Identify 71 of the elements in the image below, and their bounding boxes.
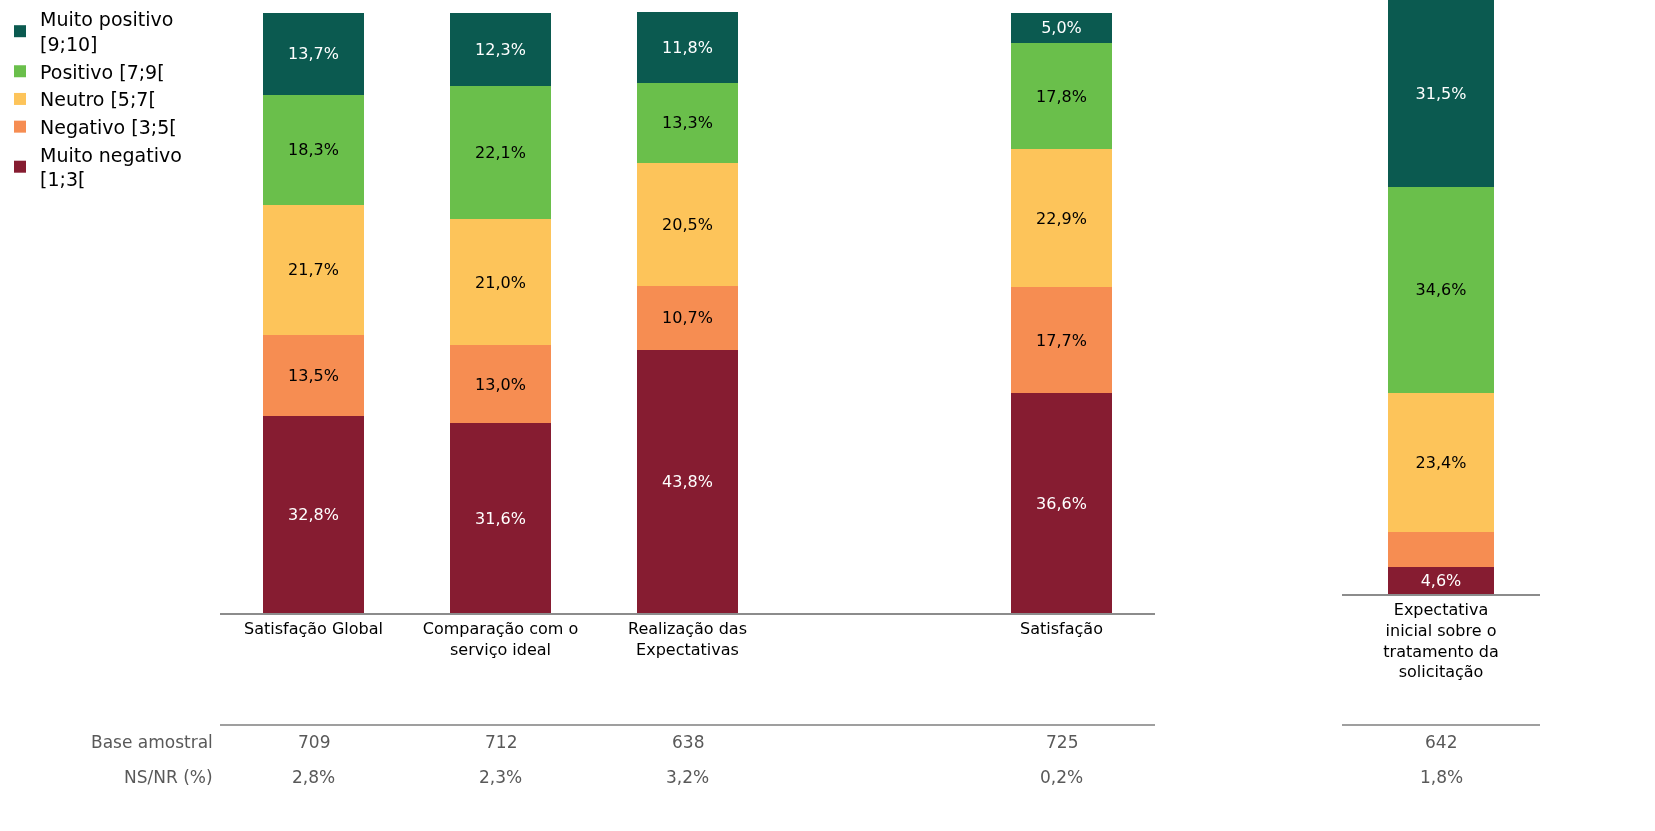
bar [1387, 0, 1495, 188]
text: 2,8% [292, 767, 336, 787]
bar [1387, 531, 1495, 567]
text: 725 [1046, 732, 1079, 752]
text: 638 [672, 732, 705, 752]
text: 642 [1425, 732, 1458, 752]
legend-label: Muito negativo [1;3[ [40, 143, 182, 191]
bar [637, 285, 738, 351]
bar [637, 82, 738, 163]
data-label: 13,0% [475, 374, 526, 394]
bar [637, 350, 738, 613]
data-label: 23,4% [1415, 452, 1467, 472]
legend-label: Muito positivo [9;10] [40, 8, 174, 55]
x-tick-label: Realização das Expectativas [628, 618, 747, 659]
data-label: 34,6% [1415, 280, 1467, 300]
data-label: 20,5% [662, 214, 713, 234]
bar [450, 219, 551, 346]
data-label: 4,6% [1420, 570, 1462, 590]
text: 2,3% [479, 767, 523, 787]
text: 709 [298, 732, 331, 752]
bar [1011, 149, 1112, 287]
data-label: 18,3% [288, 140, 339, 160]
data-label: 12,3% [475, 40, 526, 60]
data-label: 22,1% [475, 143, 526, 163]
bar [1387, 187, 1495, 393]
text: 712 [485, 732, 518, 752]
legend-label: Negativo [3;5[ [40, 116, 177, 139]
bar [450, 423, 551, 613]
data-label: 13,7% [288, 44, 339, 64]
bar [263, 94, 364, 205]
bar [1011, 393, 1112, 613]
data-label: 11,8% [662, 37, 713, 57]
data-label: 31,5% [1415, 84, 1467, 104]
bar [263, 416, 364, 613]
data-label: 36,6% [1036, 493, 1087, 513]
legend-label: Neutro [5;7[ [40, 88, 156, 111]
data-label: 22,9% [1036, 208, 1087, 228]
x-tick-label: Satisfação [1020, 618, 1103, 638]
bar [450, 12, 551, 87]
text: 3,2% [666, 767, 710, 787]
bar [1387, 392, 1495, 532]
data-label: 43,8% [662, 472, 713, 492]
bar [263, 12, 364, 95]
text: 0,2% [1040, 767, 1084, 787]
data-label: 21,7% [288, 260, 339, 280]
text: NS/NR (%) [124, 767, 213, 787]
bar [263, 335, 364, 417]
text: 1,8% [1420, 767, 1464, 787]
bar [450, 86, 551, 220]
bar [1011, 42, 1112, 150]
legend-label: Positivo [7;9[ [40, 60, 165, 83]
bar [1011, 12, 1112, 43]
data-label: 13,3% [662, 113, 713, 133]
data-label: 31,6% [475, 508, 526, 528]
x-tick-label: Satisfação Global [244, 618, 383, 638]
data-label: 32,8% [288, 505, 339, 525]
bar [450, 345, 551, 424]
x-tick-label: Expectativa inicial sobre o tratamento da solicitação [1383, 599, 1499, 682]
x-tick-label: Comparação com o serviço ideal [422, 618, 579, 659]
data-label: 21,0% [475, 272, 526, 292]
data-label: 17,7% [1036, 330, 1087, 350]
bar [263, 204, 364, 336]
data-label: 5,0% [1041, 18, 1082, 38]
bar [637, 12, 738, 83]
data-label: 10,7% [662, 308, 713, 328]
bar [1387, 566, 1495, 594]
bar [1011, 286, 1112, 394]
text: Base amostral [91, 732, 213, 752]
bar [637, 162, 738, 286]
data-label: 17,8% [1036, 86, 1087, 106]
data-label: 13,5% [288, 366, 339, 386]
